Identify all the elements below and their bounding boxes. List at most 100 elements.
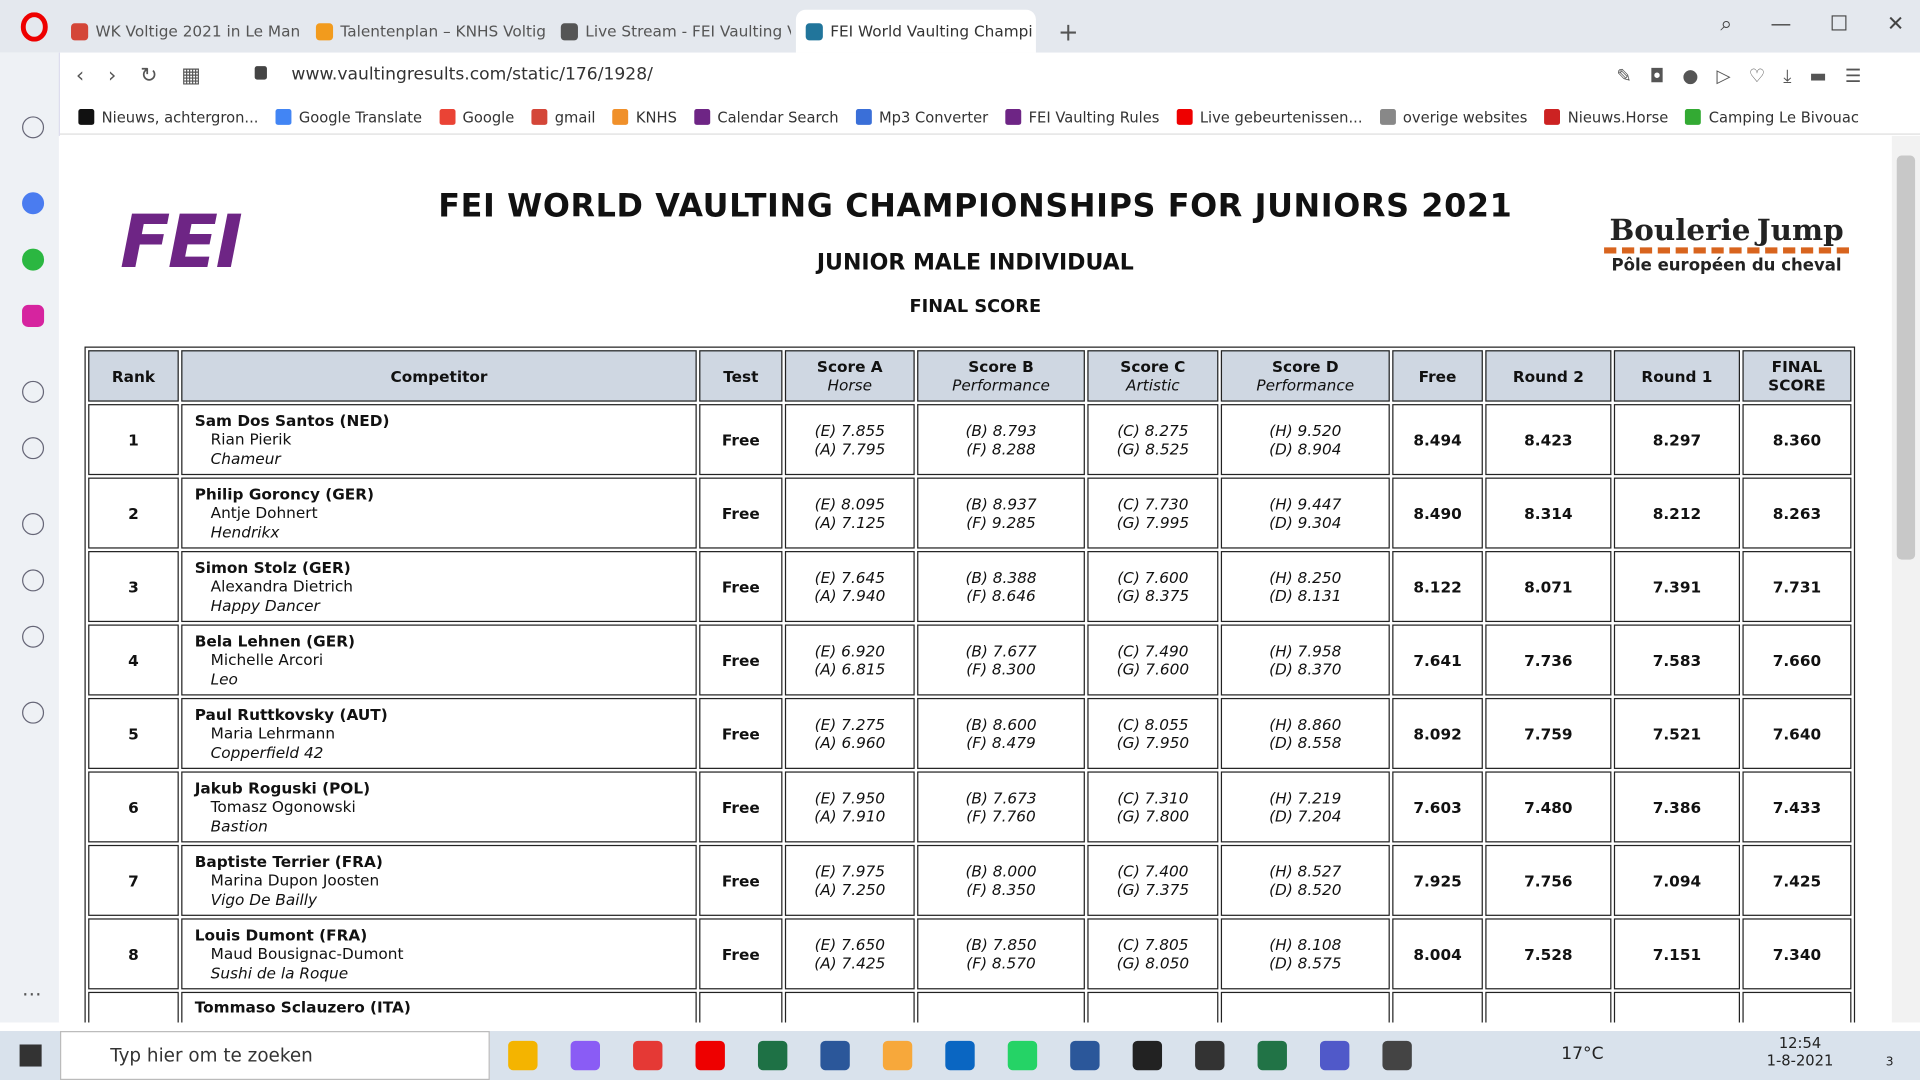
- bookmark[interactable]: Camping Le Bivouac: [1685, 108, 1859, 126]
- taskbar-app[interactable]: [1070, 1040, 1100, 1071]
- taskbar-app[interactable]: [1257, 1040, 1287, 1071]
- bookmark[interactable]: overige websites: [1379, 108, 1527, 126]
- url[interactable]: www.vaultingresults.com/static/176/1928/: [291, 64, 653, 85]
- rank: 5: [88, 697, 179, 769]
- judge-score: (B) 8.793: [965, 421, 1037, 440]
- judge-score: (G) 8.375: [1116, 586, 1190, 605]
- browser-tab[interactable]: FEI World Vaulting Champi×: [795, 9, 1036, 53]
- score-cell: (B) 8.388 (F) 8.646: [917, 551, 1085, 623]
- judge-score: (E) 7.650: [814, 935, 885, 954]
- taskbar-app[interactable]: [757, 1040, 788, 1071]
- score-cell: [1392, 991, 1483, 1023]
- taskbar-app[interactable]: [570, 1040, 600, 1071]
- column-header: Competitor: [181, 350, 697, 402]
- column-header: Score B Performance: [917, 350, 1085, 402]
- tab-icon: [315, 22, 334, 40]
- judge-score: (G) 8.050: [1116, 953, 1190, 973]
- column-header: Test: [699, 350, 783, 402]
- score: 7.480: [1485, 771, 1612, 843]
- score-cell: (C) 7.805 (G) 8.050: [1087, 918, 1219, 990]
- judge-score: (H) 7.958: [1269, 641, 1342, 660]
- taskbar-app[interactable]: [1195, 1040, 1225, 1071]
- notification-count[interactable]: 3: [1885, 1055, 1894, 1069]
- result-row: 7 Baptiste Terrier (FRA) Marina Dupon Joos…: [88, 844, 1852, 916]
- taskbar-app[interactable]: [945, 1040, 975, 1071]
- score: 8.314: [1485, 477, 1612, 549]
- taskbar-app[interactable]: [695, 1040, 725, 1071]
- header-subtitle: Horse: [827, 375, 873, 395]
- toolbar-icons[interactable]: ✎ ◘ ● ▷ ♡ ⤓ ▬ ☰: [1616, 64, 1862, 87]
- judge-score: (F) 8.646: [966, 586, 1036, 605]
- bookmark[interactable]: KNHS: [612, 108, 677, 126]
- result-row-partial: Tommaso Sclauzero (ITA): [88, 991, 1852, 1023]
- bookmark[interactable]: gmail: [531, 108, 596, 126]
- taskbar-app[interactable]: [1132, 1040, 1163, 1071]
- judge-score: (D) 8.131: [1269, 586, 1342, 605]
- bookmark[interactable]: FEI Vaulting Rules: [1005, 108, 1160, 126]
- score-cell: [1613, 991, 1740, 1023]
- taskbar-app[interactable]: [1320, 1040, 1350, 1071]
- browser-tab[interactable]: Live Stream - FEI Vaulting V×: [551, 10, 791, 53]
- judge-score: (E) 7.855: [814, 421, 885, 440]
- score: 8.071: [1485, 551, 1612, 623]
- window-controls[interactable]: ⌕ — ☐ ✕: [1720, 12, 1905, 37]
- page-title: FEI WORLD VAULTING CHAMPIONSHIPS FOR JUN…: [438, 188, 1513, 226]
- judge-score: (B) 8.000: [965, 862, 1037, 881]
- bookmark[interactable]: Google Translate: [275, 108, 422, 126]
- bookmark-icon: [694, 108, 710, 125]
- test: Free: [699, 551, 783, 623]
- clock[interactable]: 12:54 1-8-2021: [1763, 1035, 1836, 1069]
- test: Free: [699, 771, 783, 843]
- tab-icon: [560, 22, 578, 40]
- horse: Happy Dancer: [210, 596, 320, 615]
- bookmark-label: FEI Vaulting Rules: [1028, 108, 1160, 126]
- new-tab[interactable]: +: [1057, 17, 1079, 47]
- horse: Leo: [210, 669, 238, 688]
- bookmark[interactable]: Calendar Search: [694, 108, 839, 126]
- taskbar-app[interactable]: [882, 1040, 913, 1071]
- search-box[interactable]: Typ hier om te zoeken: [60, 1031, 490, 1080]
- taskbar-app[interactable]: [508, 1040, 538, 1071]
- score-cell: (E) 7.650 (A) 7.425: [784, 918, 915, 990]
- lunger: Alexandra Dietrich: [210, 577, 353, 596]
- competitor-cell: Baptiste Terrier (FRA) Marina Dupon Joost…: [181, 844, 697, 916]
- rank: 1: [88, 404, 179, 476]
- bookmark-label: Google: [462, 108, 515, 126]
- browser-tab[interactable]: WK Voltige 2021 in Le Man×: [61, 10, 301, 53]
- logo-word: Boulerie: [1609, 211, 1751, 248]
- taskbar-app[interactable]: [1382, 1040, 1412, 1071]
- taskbar-app[interactable]: [1007, 1040, 1038, 1071]
- lock-icon: [254, 66, 267, 80]
- taskbar-app[interactable]: [633, 1040, 663, 1071]
- bookmark[interactable]: Mp3 Converter: [855, 108, 988, 126]
- judge-score: (G) 7.600: [1116, 660, 1190, 679]
- score-cell: (B) 8.600 (F) 8.479: [917, 697, 1085, 769]
- score-cell: (C) 8.275 (G) 8.525: [1087, 404, 1219, 476]
- start-button[interactable]: [19, 1044, 42, 1067]
- score-cell: (E) 7.275 (A) 6.960: [784, 697, 915, 769]
- boulerie-logo: Boulerie Jump Pôle européen du cheval: [1604, 212, 1849, 276]
- browser-tab[interactable]: Talentenplan – KNHS Voltig×: [306, 10, 546, 53]
- bookmark[interactable]: Google: [439, 108, 515, 126]
- bookmark[interactable]: Live gebeurtenissen...: [1176, 108, 1362, 126]
- bookmark[interactable]: Nieuws, achtergron...: [78, 108, 258, 126]
- bookmark-icon: [275, 108, 292, 125]
- judge-score: (D) 8.558: [1269, 733, 1342, 752]
- header-title: Competitor: [390, 366, 488, 386]
- bookmark-icon: [531, 108, 548, 125]
- header-title: Score A: [816, 357, 883, 376]
- judge-score: (E) 7.275: [814, 715, 885, 734]
- taskbar-app[interactable]: [820, 1040, 850, 1071]
- judge-score: (F) 8.300: [966, 660, 1036, 679]
- nav-buttons[interactable]: ‹ › ↻ ▦: [75, 63, 201, 89]
- column-header: Round 1: [1613, 350, 1740, 402]
- score: 8.423: [1485, 404, 1612, 476]
- judge-score: (E) 6.920: [814, 641, 885, 660]
- scrollbar[interactable]: [1891, 135, 1920, 1023]
- rank: [88, 991, 179, 1023]
- judge-score: (D) 8.575: [1269, 953, 1342, 973]
- bookmark-icon: [1379, 108, 1396, 125]
- bookmark[interactable]: Nieuws.Horse: [1544, 108, 1668, 126]
- lunger: Tomasz Ogonowski: [210, 797, 356, 816]
